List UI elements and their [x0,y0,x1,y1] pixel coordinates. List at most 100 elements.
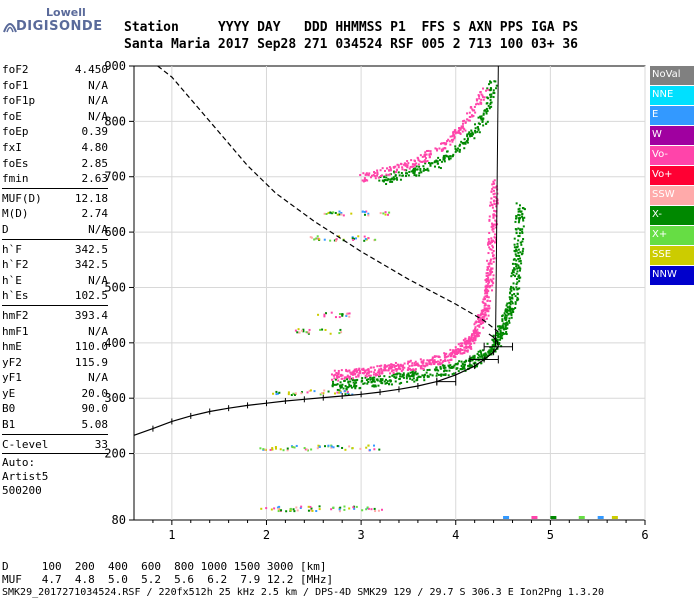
x-trace-point [523,208,526,211]
o-trace-point [420,365,423,368]
o-trace-point [492,189,495,192]
x-trace-point [514,228,517,231]
param-name: hmE [2,340,22,354]
x-trace-point [336,388,339,391]
x-trace-point [520,262,523,265]
o-trace-point [484,292,487,295]
multihop-x-point [420,171,423,174]
x-trace-point [511,310,514,313]
multihop-o-point [478,97,481,100]
o-trace-point [489,284,492,287]
o-trace-point [482,313,485,316]
es-trace-point [296,509,299,512]
multihop-o-point [419,154,422,157]
o-trace-point [473,342,476,345]
o-trace-point [341,374,344,377]
param-row-foep: foEp 0.39 [2,124,108,140]
multihop-o-point [417,158,420,161]
o-trace-point [490,225,493,228]
x-trace-point [484,352,487,355]
o-trace-point [451,351,454,354]
x-trace-point [398,372,401,375]
o-trace-point [478,321,481,324]
o-trace-point [490,270,493,273]
x-trace-point [400,381,403,384]
o-trace-point [492,282,495,285]
hdr-hhmmss-label: HHMMSS [335,20,383,35]
x-tick-label: 6 [641,528,648,542]
multihop-o-point [472,109,475,112]
multihop-o-point [424,157,427,160]
o-trace-point [414,360,417,363]
es-trace-point [336,213,339,216]
es-trace-point [324,328,327,331]
x-trace-point [449,364,452,367]
x-trace-point [513,249,516,252]
multihop-o-point [463,119,466,122]
x-trace-point [355,381,358,384]
x-trace-point [505,324,508,327]
x-trace-point [452,365,455,368]
o-trace-point [355,375,358,378]
x-trace-point [521,240,524,243]
es-trace-point [282,449,285,452]
o-trace-point [491,187,494,190]
x-trace-point [345,388,348,391]
x-trace-point [515,263,518,266]
x-trace-point [339,381,342,384]
x-trace-point [349,384,352,387]
multihop-o-point [413,164,416,167]
x-trace-point [441,364,444,367]
es-trace-point [311,509,314,512]
es-trace-point [363,213,366,216]
param-value: N/A [88,324,108,338]
param-value: N/A [88,273,108,287]
x-trace-point [501,325,504,328]
x-trace-point [354,379,357,382]
es-trace-point [277,392,280,395]
multihop-x-point [493,80,496,83]
multihop-o-point [373,170,376,173]
es-trace-point [309,389,312,392]
o-trace-point [487,296,490,299]
x-trace-point [346,378,349,381]
o-trace-point [492,274,495,277]
x-trace-point [376,379,379,382]
x-trace-point [514,246,517,249]
x-trace-point [381,378,384,381]
x-trace-point [457,370,460,373]
o-trace-point [488,281,491,284]
x-trace-point [518,287,521,290]
o-trace-point [492,230,495,233]
x-trace-point [439,366,442,369]
x-trace-point [388,375,391,378]
multihop-x-point [476,126,479,129]
multihop-x-point [485,110,488,113]
x-trace-point [510,275,513,278]
es-trace-point [276,506,279,509]
es-trace-point [319,393,322,396]
multihop-o-point [475,98,478,101]
multihop-x-point [478,131,481,134]
multihop-x-point [477,116,480,119]
x-trace-point [481,357,484,360]
multihop-x-point [415,165,418,168]
x-trace-point [492,334,495,337]
multihop-x-point [427,169,430,172]
o-trace-point [348,369,351,372]
x-trace-point [507,312,510,315]
o-trace-point [384,364,387,367]
o-trace-point [343,377,346,380]
x-trace-point [445,369,448,372]
x-trace-point [518,266,521,269]
x-trace-point [477,350,480,353]
multihop-o-point [446,140,449,143]
o-trace-point [392,369,395,372]
x-trace-point [515,278,518,281]
multihop-x-point [419,168,422,171]
o-trace-point [421,360,424,363]
multihop-x-point [480,118,483,121]
legend-item-e: E [650,106,694,125]
multihop-x-point [389,173,392,176]
o-trace-point [425,362,428,365]
